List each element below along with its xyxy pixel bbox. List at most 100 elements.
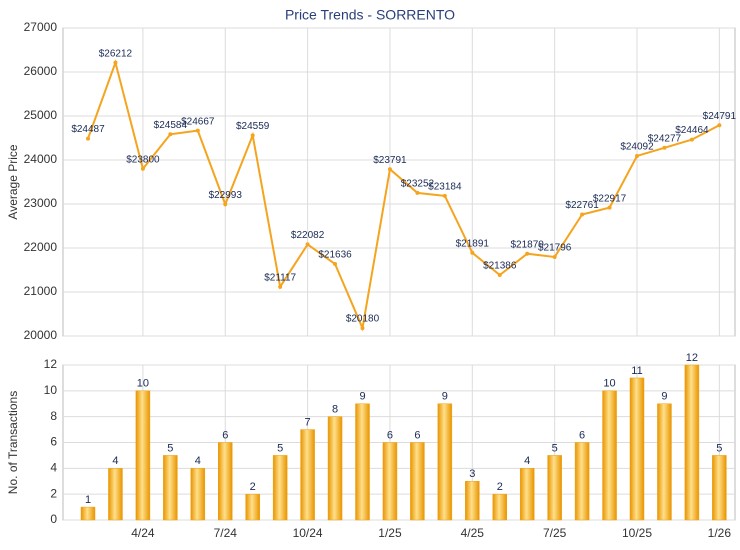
- bar: [547, 455, 562, 521]
- value-label: 1: [85, 494, 91, 506]
- value-label: 4: [112, 455, 118, 467]
- value-label: 12: [686, 352, 698, 364]
- point: [662, 145, 667, 150]
- bar: [218, 442, 233, 521]
- value-label: $22993: [209, 190, 243, 201]
- bar: [437, 403, 453, 521]
- point: [278, 284, 283, 289]
- value-label: $24584: [154, 120, 188, 131]
- value-label: $22917: [593, 193, 627, 204]
- value-label: 6: [414, 429, 420, 441]
- point: [86, 136, 90, 141]
- point: [113, 60, 118, 65]
- value-label: 9: [661, 391, 667, 403]
- value-label: 8: [332, 404, 338, 416]
- bar: [657, 403, 672, 521]
- value-label: 10: [603, 378, 615, 390]
- bar: [629, 377, 645, 521]
- value-label: $21891: [456, 238, 490, 249]
- value-label: $21117: [264, 272, 296, 283]
- point: [689, 137, 694, 142]
- y-tick-label: 6: [50, 435, 57, 449]
- bar: [410, 442, 425, 521]
- bar: [684, 364, 700, 521]
- value-label: $22082: [291, 230, 325, 241]
- value-label: 10: [137, 378, 149, 390]
- x-tick-label: 10/24: [293, 526, 323, 540]
- value-label: $24464: [675, 125, 709, 136]
- point: [635, 153, 639, 158]
- point: [717, 123, 722, 128]
- value-label: $23184: [428, 182, 462, 193]
- value-label: $24277: [648, 133, 682, 144]
- bar: [80, 506, 96, 521]
- point: [168, 132, 173, 137]
- y-tick-label: 0: [50, 512, 57, 526]
- point: [223, 202, 228, 207]
- x-tick-label: 1/25: [378, 526, 402, 540]
- value-label: 2: [250, 481, 256, 493]
- value-label: 9: [442, 391, 448, 403]
- bar: [272, 455, 288, 521]
- point: [607, 205, 612, 210]
- value-label: 3: [469, 468, 475, 480]
- value-label: $24791: [703, 111, 737, 122]
- x-tick-label: 1/26: [708, 526, 732, 540]
- point: [470, 250, 475, 255]
- x-tick-label: 7/24: [214, 526, 238, 540]
- point: [415, 190, 420, 195]
- value-label: $21636: [318, 250, 352, 261]
- y-tick-label: 20000: [24, 328, 58, 342]
- bar: [519, 468, 535, 521]
- bar: [190, 468, 206, 521]
- value-label: $21796: [538, 243, 572, 254]
- x-tick-label: 4/25: [461, 526, 485, 540]
- value-label: $24667: [181, 116, 215, 127]
- value-label: 5: [277, 442, 283, 454]
- y-axis-label: Average Price: [6, 144, 20, 219]
- y-tick-label: 25000: [24, 108, 58, 122]
- point: [580, 212, 585, 217]
- plot-area: [62, 27, 736, 337]
- y-tick-label: 10: [44, 383, 58, 397]
- value-label: 6: [579, 429, 585, 441]
- value-label: $24559: [236, 121, 270, 132]
- y-tick-label: 8: [50, 409, 57, 423]
- value-label: 5: [552, 442, 558, 454]
- value-label: $23791: [373, 155, 407, 166]
- bar: [465, 481, 480, 521]
- y-tick-label: 27000: [24, 20, 58, 34]
- bar: [245, 493, 260, 521]
- y-tick-label: 26000: [24, 64, 58, 78]
- y-tick-label: 21000: [24, 284, 58, 298]
- value-label: 6: [222, 429, 228, 441]
- bar: [135, 390, 151, 521]
- x-tick-label: 10/25: [622, 526, 652, 540]
- value-label: 5: [167, 442, 173, 454]
- value-label: 4: [195, 455, 201, 467]
- y-tick-label: 12: [44, 357, 58, 371]
- value-label: 2: [497, 481, 503, 493]
- y-tick-label: 24000: [24, 152, 58, 166]
- y-tick-label: 23000: [24, 196, 58, 210]
- point: [140, 166, 145, 171]
- point: [360, 326, 365, 331]
- point: [525, 251, 530, 256]
- x-tick-label: 7/25: [543, 526, 567, 540]
- value-label: $21870: [511, 239, 545, 250]
- point: [333, 262, 338, 267]
- point: [250, 133, 255, 138]
- value-label: $23800: [126, 154, 160, 165]
- value-label: $26212: [99, 48, 133, 59]
- point: [497, 273, 502, 278]
- bar: [712, 455, 727, 521]
- point: [552, 254, 557, 259]
- value-label: 4: [524, 455, 530, 467]
- value-label: $21386: [483, 261, 517, 272]
- bar: [355, 403, 370, 521]
- value-label: $20180: [346, 314, 380, 325]
- bar: [492, 493, 507, 521]
- bar: [300, 429, 315, 521]
- bar: [602, 390, 617, 521]
